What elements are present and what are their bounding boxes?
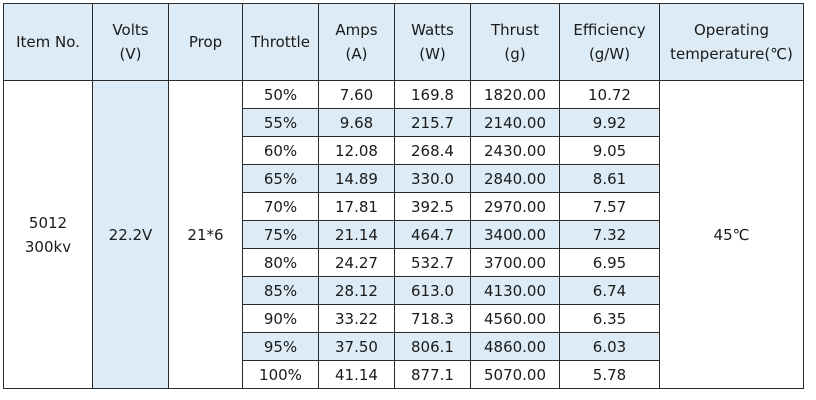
table-row: 85% 28.12 613.0 4130.00 6.74: [4, 276, 804, 305]
header-row: Item No. Volts (V) Prop Throttle Amps (A) …: [3, 3, 804, 81]
efficiency-cell: 5.78: [559, 360, 660, 389]
efficiency-cell: 6.95: [559, 248, 660, 277]
operating-temperature-cell: 45℃: [659, 80, 804, 389]
header-efficiency: Efficiency (g/W): [559, 3, 660, 81]
header-watts: Watts (W): [394, 3, 471, 81]
throttle-cell: 90%: [242, 304, 319, 333]
amps-cell: 14.89: [318, 164, 395, 193]
table-row: 75% 21.14 464.7 3400.00 7.32: [4, 220, 804, 249]
efficiency-cell: 6.03: [559, 332, 660, 361]
thrust-cell: 2140.00: [470, 108, 560, 137]
amps-cell: 21.14: [318, 220, 395, 249]
throttle-cell: 50%: [242, 80, 319, 109]
header-prop: Prop: [168, 3, 243, 81]
throttle-cell: 65%: [242, 164, 319, 193]
throttle-cell: 80%: [242, 248, 319, 277]
motor-spec-table: Item No. Volts (V) Prop Throttle Amps (A) …: [3, 3, 804, 389]
header-operating-temperature: Operating temperature(℃): [659, 3, 804, 81]
table-row: 90% 33.22 718.3 4560.00 6.35: [4, 304, 804, 333]
thrust-cell: 4560.00: [470, 304, 560, 333]
thrust-cell: 4130.00: [470, 276, 560, 305]
throttle-cell: 95%: [242, 332, 319, 361]
prop-cell: 21*6: [168, 80, 243, 389]
throttle-cell: 85%: [242, 276, 319, 305]
watts-cell: 806.1: [394, 332, 471, 361]
header-item-no: Item No.: [3, 3, 93, 81]
efficiency-cell: 8.61: [559, 164, 660, 193]
efficiency-cell: 10.72: [559, 80, 660, 109]
amps-cell: 33.22: [318, 304, 395, 333]
table-row: 65% 14.89 330.0 2840.00 8.61: [4, 164, 804, 193]
efficiency-cell: 7.57: [559, 192, 660, 221]
amps-cell: 41.14: [318, 360, 395, 389]
thrust-cell: 3400.00: [470, 220, 560, 249]
watts-cell: 464.7: [394, 220, 471, 249]
watts-cell: 330.0: [394, 164, 471, 193]
watts-cell: 877.1: [394, 360, 471, 389]
amps-cell: 9.68: [318, 108, 395, 137]
table-row: 80% 24.27 532.7 3700.00 6.95: [4, 248, 804, 277]
table-body: 5012 300kv 22.2V 21*6 50% 7.60 169.8 1820.00 10.…: [3, 80, 804, 389]
throttle-cell: 55%: [242, 108, 319, 137]
thrust-cell: 4860.00: [470, 332, 560, 361]
watts-cell: 169.8: [394, 80, 471, 109]
efficiency-cell: 6.35: [559, 304, 660, 333]
amps-cell: 12.08: [318, 136, 395, 165]
amps-cell: 24.27: [318, 248, 395, 277]
table-row: 60% 12.08 268.4 2430.00 9.05: [4, 136, 804, 165]
header-throttle: Throttle: [242, 3, 319, 81]
header-amps: Amps (A): [318, 3, 395, 81]
throttle-cell: 100%: [242, 360, 319, 389]
efficiency-cell: 9.92: [559, 108, 660, 137]
thrust-cell: 3700.00: [470, 248, 560, 277]
efficiency-cell: 9.05: [559, 136, 660, 165]
watts-cell: 392.5: [394, 192, 471, 221]
watts-cell: 613.0: [394, 276, 471, 305]
amps-cell: 7.60: [318, 80, 395, 109]
table-row: 100% 41.14 877.1 5070.00 5.78: [4, 360, 804, 389]
efficiency-cell: 7.32: [559, 220, 660, 249]
amps-cell: 37.50: [318, 332, 395, 361]
table-row: 55% 9.68 215.7 2140.00 9.92: [4, 108, 804, 137]
thrust-cell: 2430.00: [470, 136, 560, 165]
amps-cell: 17.81: [318, 192, 395, 221]
throttle-cell: 70%: [242, 192, 319, 221]
throttle-cell: 75%: [242, 220, 319, 249]
header-volts: Volts (V): [92, 3, 169, 81]
thrust-cell: 1820.00: [470, 80, 560, 109]
table-row: 70% 17.81 392.5 2970.00 7.57: [4, 192, 804, 221]
thrust-cell: 2840.00: [470, 164, 560, 193]
watts-cell: 268.4: [394, 136, 471, 165]
thrust-cell: 5070.00: [470, 360, 560, 389]
thrust-cell: 2970.00: [470, 192, 560, 221]
watts-cell: 215.7: [394, 108, 471, 137]
item-no-cell: 5012 300kv: [3, 80, 93, 389]
volts-cell: 22.2V: [92, 80, 169, 389]
throttle-cell: 60%: [242, 136, 319, 165]
spec-table-container: Item No. Volts (V) Prop Throttle Amps (A) …: [3, 3, 804, 389]
table-row: 5012 300kv 22.2V 21*6 50% 7.60 169.8 1820.00 10.…: [3, 80, 804, 389]
amps-cell: 28.12: [318, 276, 395, 305]
watts-cell: 718.3: [394, 304, 471, 333]
efficiency-cell: 6.74: [559, 276, 660, 305]
watts-cell: 532.7: [394, 248, 471, 277]
header-thrust: Thrust (g): [470, 3, 560, 81]
